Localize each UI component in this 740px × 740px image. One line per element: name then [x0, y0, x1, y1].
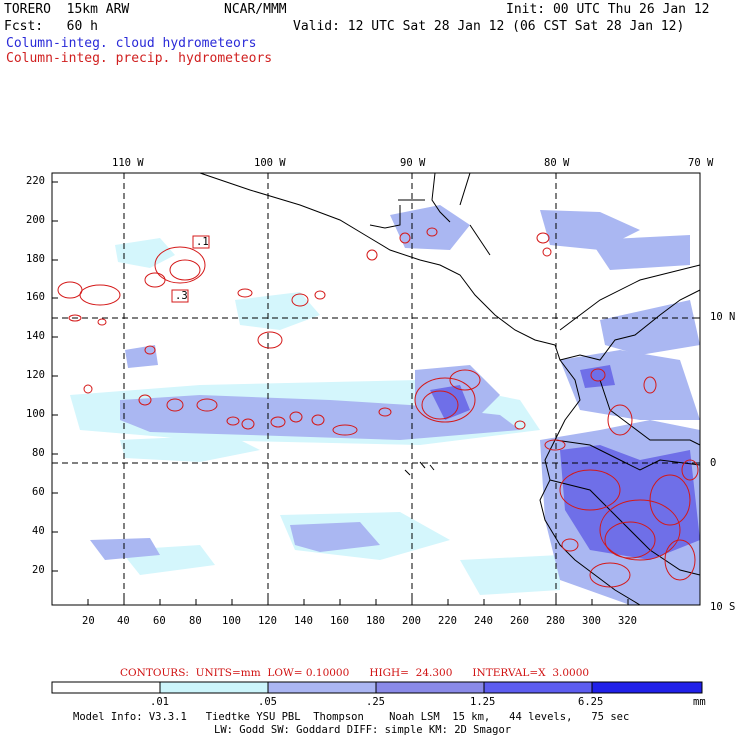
cloud-shading-dark [430, 365, 700, 560]
colorbar-label: .05 [258, 696, 277, 708]
field-precip-label: Column-integ. precip. hydrometeors [6, 51, 273, 66]
lon-label-110w: 110 W [112, 157, 144, 169]
model-title: TORERO 15km ARW [4, 2, 130, 17]
x-tick: 280 [546, 615, 565, 627]
contour-label-boxes [171, 235, 210, 303]
y-tick: 40 [32, 525, 45, 537]
lat-label-10n: 10 N [710, 311, 736, 323]
y-tick: 80 [32, 447, 45, 459]
colorbar-label: .25 [366, 696, 385, 708]
lon-label-80w: 80 W [544, 157, 570, 169]
colorbar-swatch [159, 681, 269, 694]
x-tick: 80 [189, 615, 202, 627]
colorbar-label: 6.25 [578, 696, 604, 708]
contour-label: .1 [196, 236, 209, 248]
x-tick: 160 [330, 615, 349, 627]
colorbar-unit: mm [693, 696, 706, 708]
forecast-hour: Fcst: 60 h [4, 19, 98, 34]
x-tick: 100 [222, 615, 241, 627]
contours-info: CONTOURS: UNITS=mm LOW= 0.10000 HIGH= 24… [120, 667, 590, 679]
x-tick: 140 [294, 615, 313, 627]
x-tick: 260 [510, 615, 529, 627]
valid-time: Valid: 12 UTC Sat 28 Jan 12 (06 CST Sat … [293, 19, 685, 34]
lon-label-100w: 100 W [254, 157, 286, 169]
lon-label-70w: 70 W [688, 157, 714, 169]
model-info: Model Info: V3.3.1 Tiedtke YSU PBL Thomp… [73, 711, 630, 723]
field-cloud-label: Column-integ. cloud hydrometeors [6, 36, 257, 51]
y-tick: 160 [26, 291, 45, 303]
colorbar [51, 681, 703, 694]
x-tick: 240 [474, 615, 493, 627]
x-tick: 220 [438, 615, 457, 627]
colorbar-swatch [483, 681, 593, 694]
y-tick: 180 [26, 253, 45, 265]
colorbar-label: 1.25 [470, 696, 496, 708]
y-tick: 220 [26, 175, 45, 187]
colorbar-swatch [375, 681, 485, 694]
x-tick: 60 [153, 615, 166, 627]
x-tick: 20 [82, 615, 95, 627]
colorbar-label: .01 [150, 696, 169, 708]
physics-info: LW: Godd SW: Goddard DIFF: simple KM: 2D… [214, 724, 512, 736]
y-tick: 120 [26, 369, 45, 381]
x-tick: 320 [618, 615, 637, 627]
colorbar-swatch [267, 681, 377, 694]
x-tick: 120 [258, 615, 277, 627]
lon-label-90w: 90 W [400, 157, 426, 169]
colorbar-swatch [51, 681, 161, 694]
contour-label: .3 [175, 290, 188, 302]
y-tick: 200 [26, 214, 45, 226]
graticule [52, 173, 700, 605]
x-tick: 40 [117, 615, 130, 627]
precip-contours [57, 227, 699, 588]
x-tick: 200 [402, 615, 421, 627]
colorbar-swatch [591, 681, 703, 694]
y-tick: 20 [32, 564, 45, 576]
y-tick: 140 [26, 330, 45, 342]
lat-label-10s: 10 S [710, 601, 736, 613]
y-tick: 60 [32, 486, 45, 498]
x-tick: 300 [582, 615, 601, 627]
org-label: NCAR/MMM [224, 2, 287, 17]
y-tick: 100 [26, 408, 45, 420]
lat-label-0: 0 [710, 457, 717, 469]
coastlines [199, 172, 701, 606]
init-time: Init: 00 UTC Thu 26 Jan 12 [506, 2, 710, 17]
x-tick: 180 [366, 615, 385, 627]
